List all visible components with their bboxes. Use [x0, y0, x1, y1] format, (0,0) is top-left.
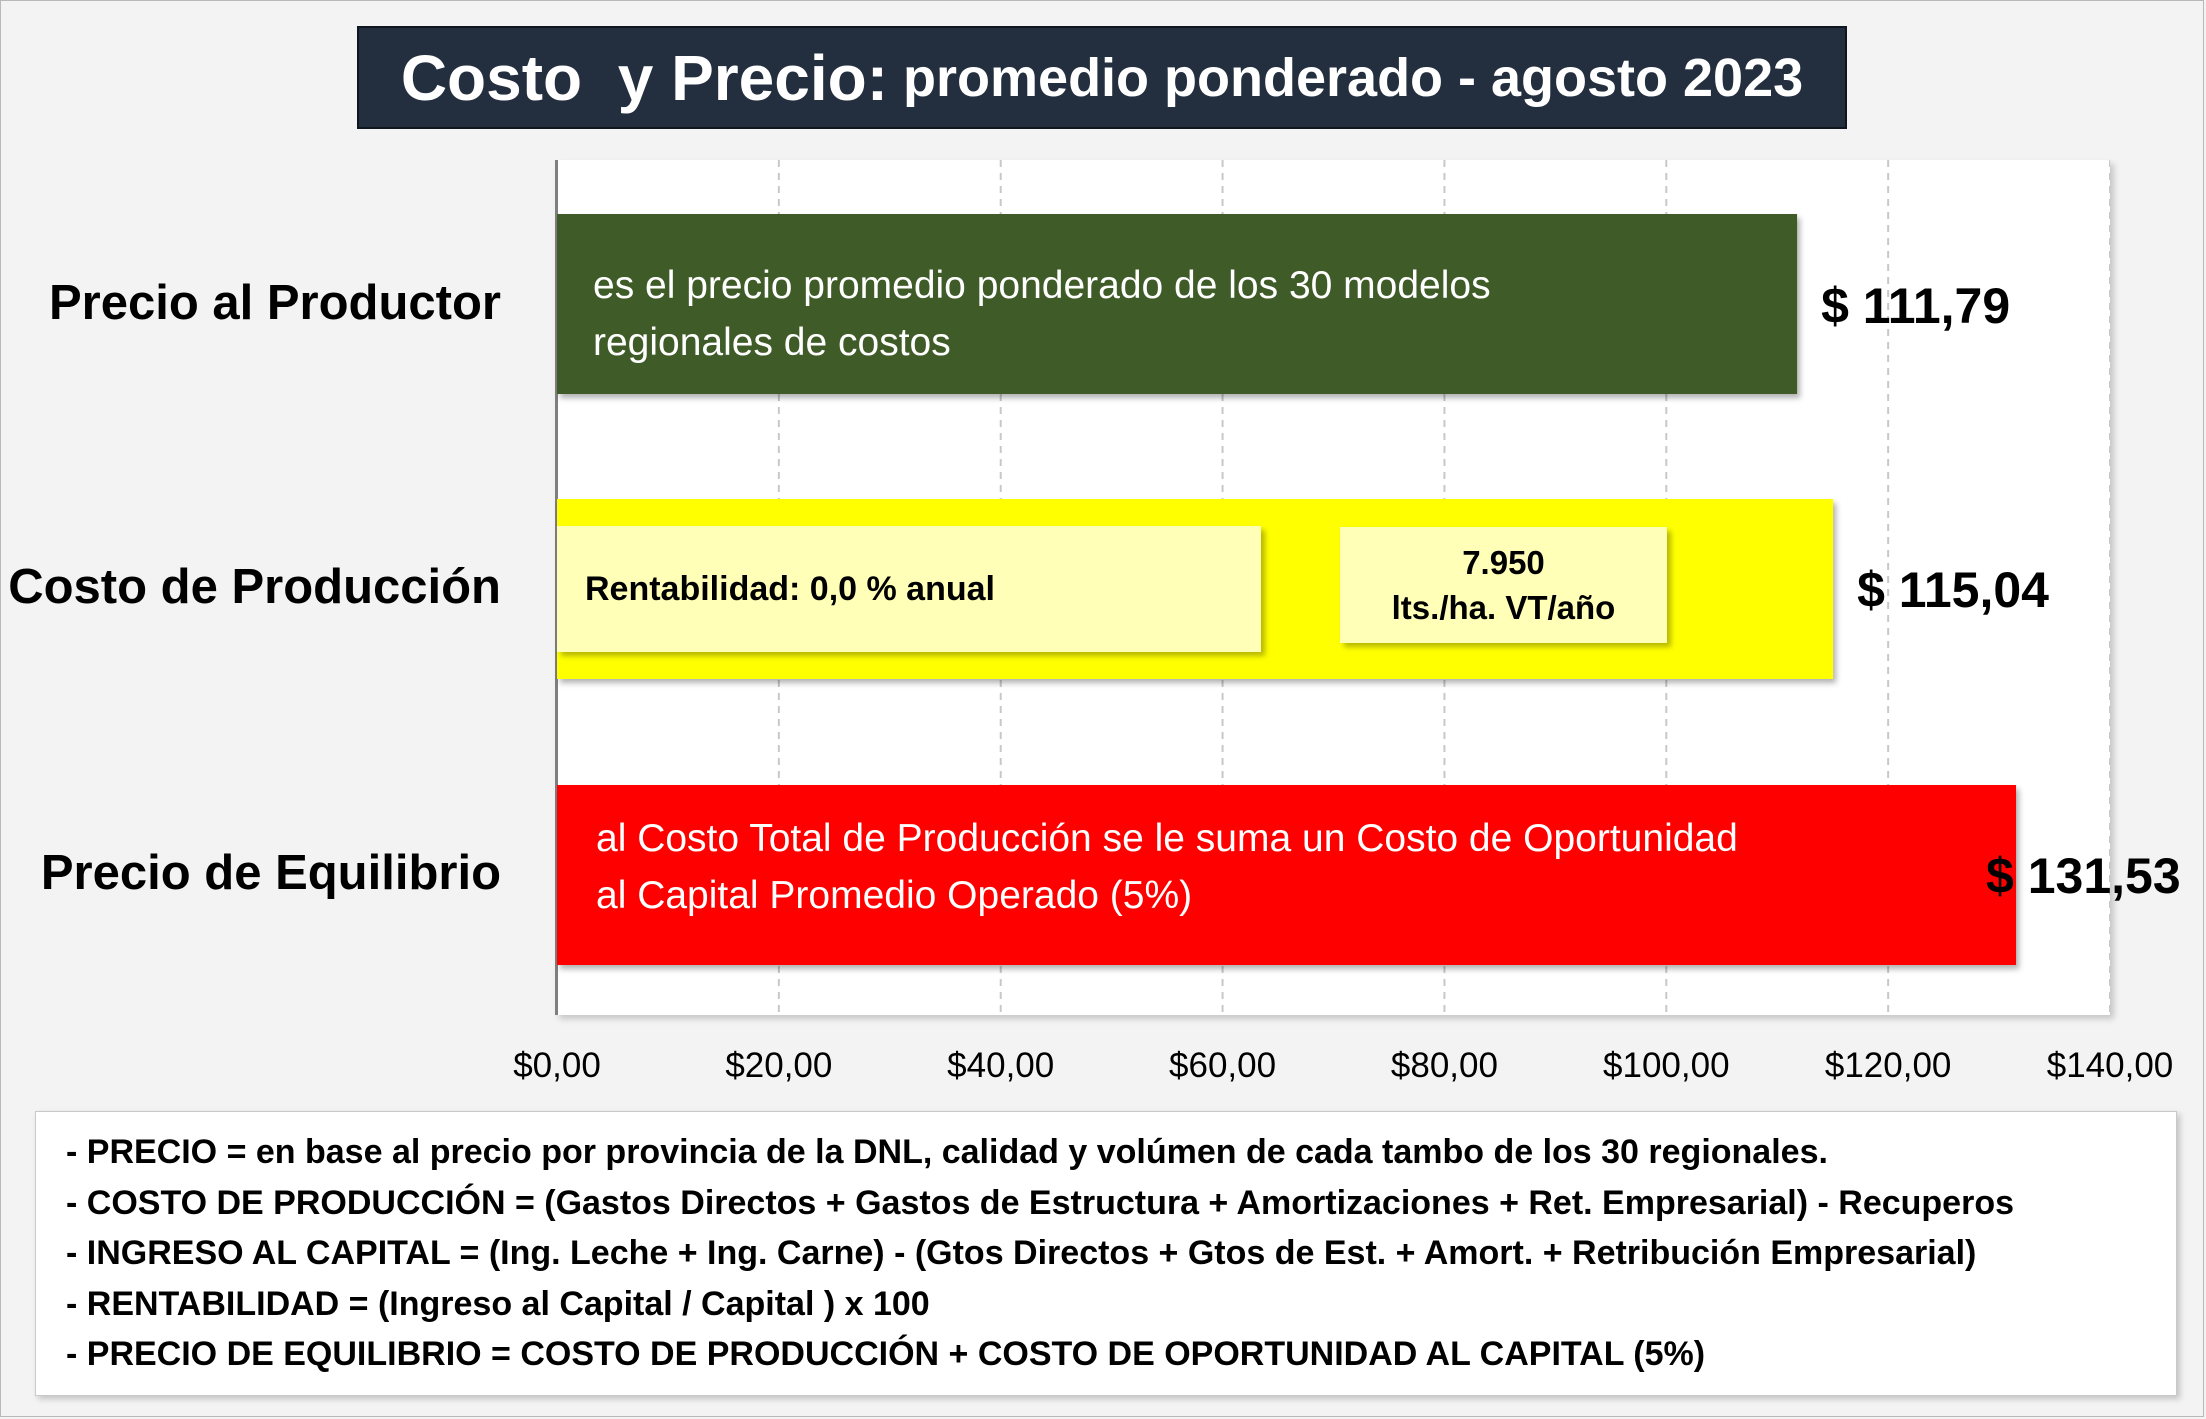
x-tick-label: $140,00	[2046, 1046, 2174, 1085]
note-precio: - PRECIO = en base al precio por provinc…	[66, 1133, 1828, 1171]
volumen-box: 7.950 lts./ha. VT/año	[1340, 527, 1667, 643]
bar-precio-equilibrio	[557, 785, 2017, 965]
notes-box: - PRECIO = en base al precio por provinc…	[35, 1111, 2177, 1396]
annotation-precio-productor-line-2: regionales de costos	[593, 321, 951, 364]
volumen-unit: lts./ha. VT/año	[1391, 589, 1616, 626]
annotation-precio-productor-line-1: es el precio promedio ponderado de los 3…	[593, 264, 1491, 307]
x-tick-label: $120,00	[1824, 1046, 1952, 1085]
x-tick-label: $20,00	[725, 1046, 833, 1085]
x-tick-label: $100,00	[1603, 1046, 1730, 1085]
annotation-precio-equilibrio: al Costo Total de Producción se le suma …	[596, 810, 1738, 924]
title-part-2: promedio ponderado - agosto 2023	[888, 47, 1804, 108]
note-rentabilidad: - RENTABILIDAD = (Ingreso al Capital / C…	[66, 1284, 930, 1323]
title-part-1: Costo y Precio:	[400, 41, 889, 114]
annotation-precio-productor: es el precio promedio ponderado de los 3…	[593, 257, 1491, 371]
chart-title: Costo y Precio: promedio ponderado - ago…	[357, 26, 1847, 129]
volumen-value: 7.950	[1462, 544, 1545, 581]
note-ingreso-capital: - INGRESO AL CAPITAL = (Ing. Leche + Ing…	[66, 1234, 1977, 1272]
x-tick-label: $40,00	[947, 1046, 1055, 1085]
category-label-precio-equilibrio: Precio de Equilibrio	[40, 846, 501, 900]
annotation-precio-equilibrio-line-2: al Capital Promedio Operado (5%)	[596, 874, 1193, 917]
rentabilidad-text: Rentabilidad: 0,0 % anual	[585, 569, 995, 608]
rentabilidad-box: Rentabilidad: 0,0 % anual	[557, 526, 1261, 652]
value-label-precio-productor: $ 111,79	[1821, 278, 2011, 334]
annotation-precio-equilibrio-line-1: al Costo Total de Producción se le suma …	[596, 817, 1738, 860]
value-label-precio-equilibrio: $ 131,53	[1986, 848, 2181, 904]
x-tick-label: $80,00	[1390, 1046, 1498, 1085]
x-tick-label: $0,00	[513, 1046, 601, 1085]
note-costo-produccion: - COSTO DE PRODUCCIÓN = (Gastos Directos…	[66, 1183, 2014, 1222]
x-tick-label: $60,00	[1169, 1046, 1277, 1085]
category-label-precio-productor: Precio al Productor	[48, 276, 501, 330]
bar-precio-productor	[557, 214, 1798, 394]
note-precio-equilibrio: - PRECIO DE EQUILIBRIO = COSTO DE PRODUC…	[66, 1335, 1706, 1373]
category-label-costo-produccion: Costo de Producción	[8, 560, 501, 614]
value-label-costo-produccion: $ 115,04	[1857, 562, 2049, 618]
